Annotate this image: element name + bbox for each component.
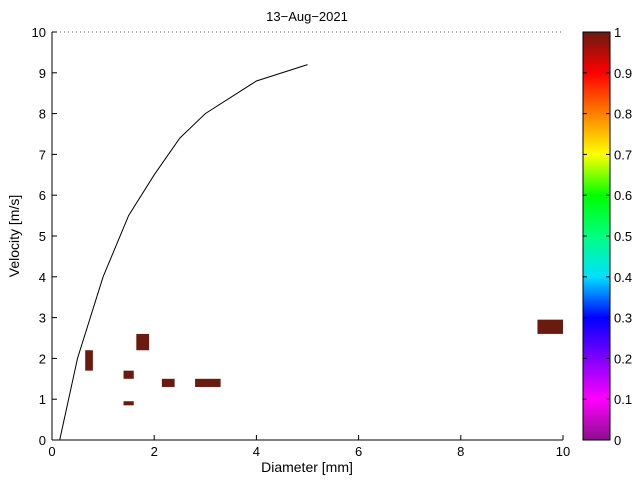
colorbar-tick-label: 0.6 bbox=[614, 188, 632, 203]
colorbar-tick-label: 0.1 bbox=[614, 392, 632, 407]
colorbar-tick-label: 0 bbox=[614, 433, 621, 448]
reference-velocity-curve bbox=[59, 64, 308, 441]
colorbar-tick-label: 0.4 bbox=[614, 270, 632, 285]
heatmap-cell bbox=[195, 378, 221, 387]
colorbar-tick-label: 0.3 bbox=[614, 311, 632, 326]
colorbar bbox=[582, 31, 611, 441]
colorbar-tick-label: 0.9 bbox=[614, 66, 632, 81]
x-tick-label: 6 bbox=[355, 444, 362, 459]
heatmap-cell bbox=[537, 319, 563, 334]
colorbar-tick-label: 0.2 bbox=[614, 351, 632, 366]
x-tick-label: 8 bbox=[457, 444, 464, 459]
colorbar-tick-label: 1 bbox=[614, 25, 621, 40]
x-axis-label: Diameter [mm] bbox=[261, 459, 353, 475]
y-tick-label: 2 bbox=[39, 351, 46, 366]
y-axis-ticks: 0 1 2 3 4 5 6 7 8 9 10 bbox=[32, 25, 57, 448]
heatmap-cells bbox=[85, 319, 563, 406]
y-axis-label: Velocity [m/s] bbox=[6, 195, 22, 277]
heatmap-cell bbox=[85, 350, 93, 371]
heatmap-cell bbox=[161, 378, 175, 387]
colorbar-ticks: 0 0.1 0.2 0.3 0.4 0.5 0.6 0.7 0.8 0.9 1 bbox=[583, 25, 632, 448]
plot-area bbox=[52, 32, 563, 440]
x-axis-ticks: 0 2 4 6 8 10 bbox=[48, 435, 570, 459]
x-tick-label: 2 bbox=[151, 444, 158, 459]
y-tick-label: 7 bbox=[39, 147, 46, 162]
y-tick-label: 3 bbox=[39, 311, 46, 326]
heatmap-cell bbox=[136, 333, 150, 351]
colorbar-tick-label: 0.7 bbox=[614, 147, 632, 162]
y-tick-label: 9 bbox=[39, 66, 46, 81]
y-tick-label: 1 bbox=[39, 392, 46, 407]
chart-title: 13−Aug−2021 bbox=[266, 9, 348, 24]
heatmap-cell bbox=[123, 401, 134, 406]
y-tick-label: 4 bbox=[39, 270, 46, 285]
y-tick-label: 8 bbox=[39, 107, 46, 122]
y-tick-label: 0 bbox=[39, 433, 46, 448]
colorbar-tick-label: 0.5 bbox=[614, 229, 632, 244]
heatmap-cell bbox=[123, 370, 134, 379]
y-tick-label: 5 bbox=[39, 229, 46, 244]
colorbar-tick-label: 0.8 bbox=[614, 107, 632, 122]
x-tick-label: 10 bbox=[556, 444, 570, 459]
y-tick-label: 6 bbox=[39, 188, 46, 203]
x-tick-label: 0 bbox=[48, 444, 55, 459]
x-tick-label: 4 bbox=[253, 444, 260, 459]
y-tick-label: 10 bbox=[32, 25, 46, 40]
